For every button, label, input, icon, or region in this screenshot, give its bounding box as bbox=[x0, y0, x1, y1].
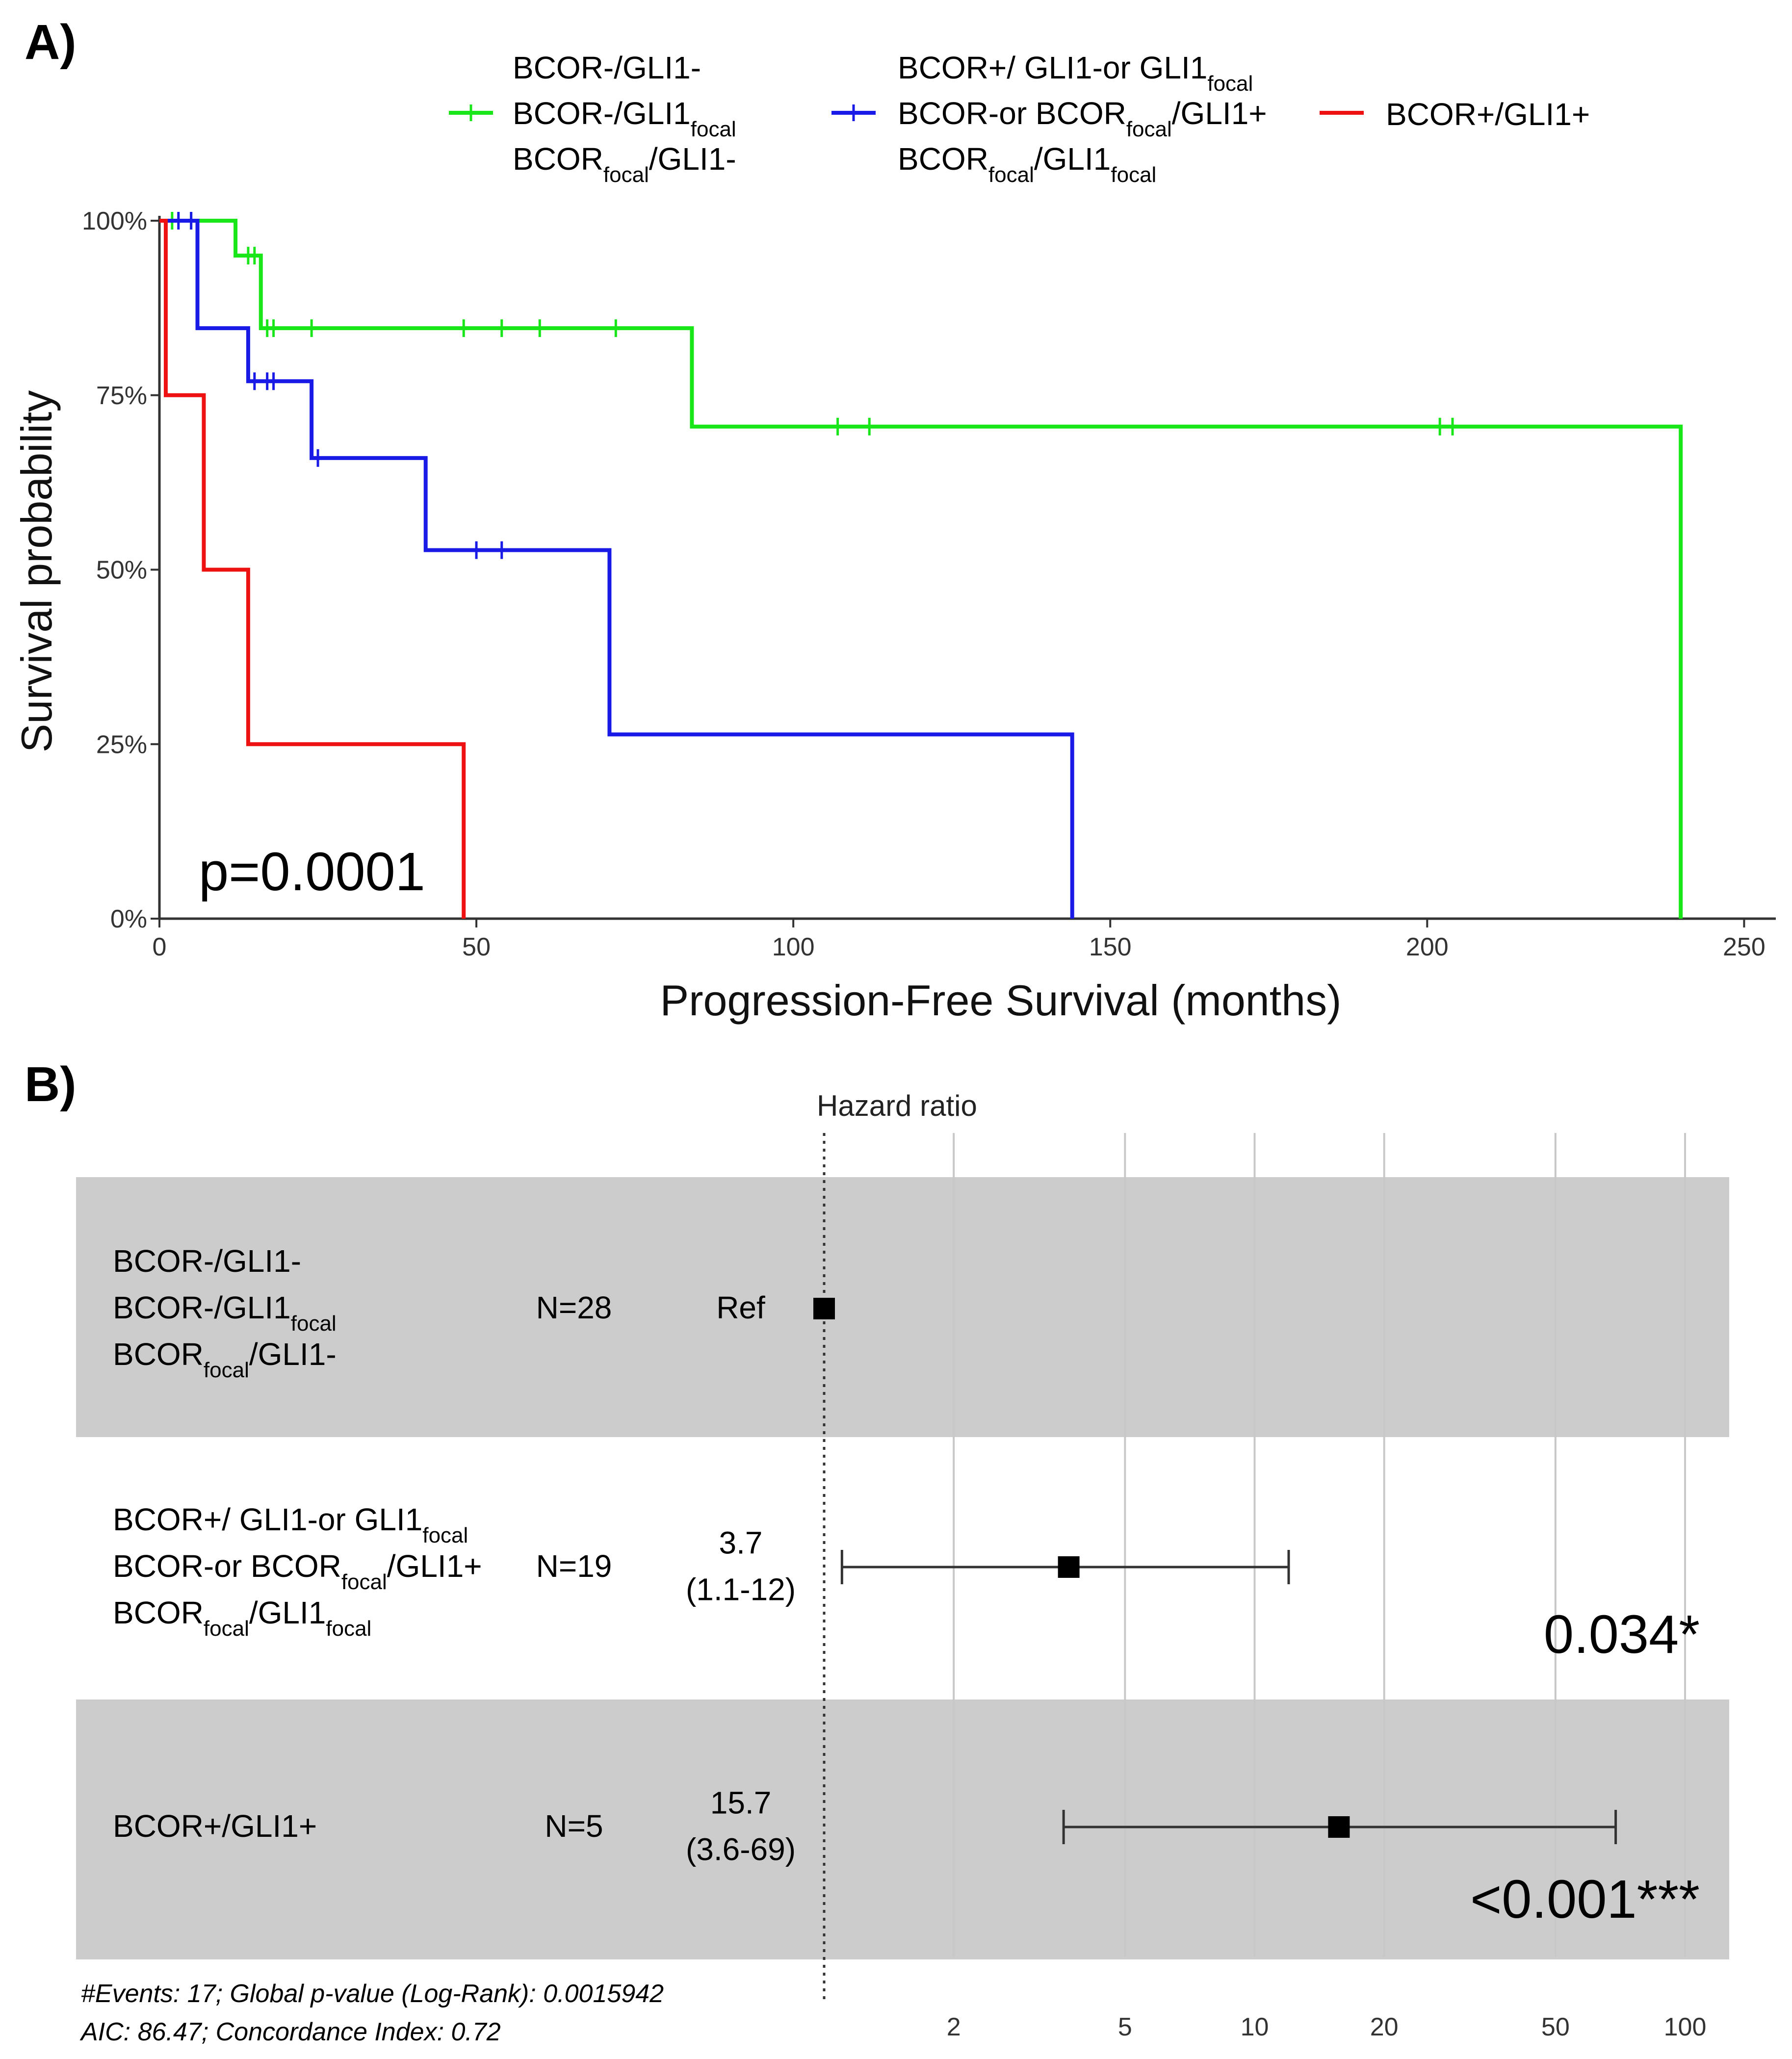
forest-row-estimate: (1.1-12) bbox=[686, 1572, 796, 1607]
forest-footnote-line: #Events: 17; Global p-value (Log-Rank): … bbox=[81, 1980, 664, 2008]
forest-row-1: BCOR-/GLI1- BCOR-/GLI1focalBCORfocal/GLI1… bbox=[113, 1243, 835, 1382]
km-x-tick-label: 100 bbox=[772, 933, 815, 961]
forest-row-3: BCOR+/GLI1+ N=5 15.7 (3.6-69) <0.001*** bbox=[113, 1785, 1700, 1930]
forest-row-pvalue: 0.034* bbox=[1544, 1604, 1700, 1665]
km-x-tick-label: 200 bbox=[1406, 933, 1449, 961]
km-curve-1 bbox=[159, 219, 1683, 919]
forest-row-label-line: BCOR+/ GLI1-or GLI1focal bbox=[113, 1502, 468, 1547]
legend-entry-3-line-1: BCOR+/GLI1+ bbox=[1386, 97, 1590, 132]
forest-row-estimate: 3.7 bbox=[719, 1525, 763, 1561]
legend-entry-2-line-3: BCORfocal/GLI1focal bbox=[898, 141, 1156, 187]
legend-entry-2-line-2: BCOR-or BCORfocal/GLI1+ bbox=[898, 96, 1267, 141]
forest-x-tick-label: 50 bbox=[1541, 2013, 1570, 2041]
km-y-tick-label: 100% bbox=[82, 207, 147, 235]
km-legend: BCOR-/GLI1-BCOR-/GLI1focalBCORfocal/GLI1… bbox=[449, 50, 1590, 187]
hazard-ratio-title: Hazard ratio bbox=[817, 1089, 977, 1122]
km-curve-2 bbox=[159, 219, 1074, 919]
forest-row-label-line: BCOR-or BCORfocal/GLI1+ bbox=[113, 1548, 482, 1594]
forest-row-label-line: BCORfocal/GLI1- bbox=[113, 1337, 337, 1382]
km-y-tick-label: 0% bbox=[110, 905, 147, 933]
forest-row-estimate: (3.6-69) bbox=[686, 1832, 796, 1867]
forest-x-tick-label: 5 bbox=[1118, 2013, 1132, 2041]
forest-footnote: #Events: 17; Global p-value (Log-Rank): … bbox=[79, 1980, 664, 2046]
legend-entry-1-line-1: BCOR-/GLI1- bbox=[513, 50, 701, 85]
forest-gridlines bbox=[823, 1133, 1686, 2001]
forest-point-estimate bbox=[813, 1298, 835, 1319]
km-y-tick-label: 75% bbox=[96, 382, 147, 410]
forest-x-tick-label: 2 bbox=[947, 2013, 961, 2041]
km-x-axis-title: Progression-Free Survival (months) bbox=[660, 976, 1342, 1025]
km-axes: 0 50 100 150 200 250 0% 25% 50% 75% 100% bbox=[82, 207, 1776, 961]
forest-row-pvalue: <0.001*** bbox=[1470, 1869, 1700, 1930]
km-curve-3 bbox=[159, 219, 466, 919]
forest-row-n: N=5 bbox=[545, 1808, 603, 1844]
km-pvalue-annotation: p=0.0001 bbox=[199, 842, 425, 902]
panel-b-label: B) bbox=[25, 1057, 77, 1112]
forest-row-label-line: BCORfocal/GLI1focal bbox=[113, 1595, 371, 1641]
km-y-tick-label: 25% bbox=[96, 730, 147, 759]
forest-x-tick-label: 10 bbox=[1241, 2013, 1269, 2041]
forest-row-label-line: BCOR+/GLI1+ bbox=[113, 1808, 317, 1844]
forest-row-band bbox=[76, 1699, 1729, 1959]
legend-entry-2-line-1: BCOR+/ GLI1-or GLI1focal bbox=[898, 50, 1253, 96]
km-x-tick-label: 250 bbox=[1723, 933, 1766, 961]
forest-row-n: N=28 bbox=[536, 1290, 612, 1325]
km-panel: BCOR-/GLI1-BCOR-/GLI1focalBCORfocal/GLI1… bbox=[12, 50, 1776, 1025]
legend-entry-1-line-2: BCOR-/GLI1focal bbox=[513, 96, 736, 141]
forest-row-estimate: 15.7 bbox=[710, 1785, 772, 1821]
panel-a-label: A) bbox=[25, 15, 77, 70]
km-y-axis-title: Survival probability bbox=[12, 390, 61, 753]
km-x-tick-label: 50 bbox=[462, 933, 491, 961]
km-x-tick-label: 0 bbox=[153, 933, 167, 961]
forest-rows: BCOR-/GLI1-BCOR-/GLI1focalBCORfocal/GLI1… bbox=[113, 1243, 1700, 1930]
forest-row-estimate: Ref bbox=[716, 1290, 765, 1325]
forest-panel: Hazard ratio BCOR-/GLI1-BCOR-/GLI1focalB… bbox=[76, 1089, 1729, 2046]
km-y-tick-label: 50% bbox=[96, 556, 147, 585]
forest-row-label-line: BCOR-/GLI1focal bbox=[113, 1290, 337, 1336]
legend-entry-1-line-3: BCORfocal/GLI1- bbox=[513, 141, 736, 187]
forest-footnote-line: AIC: 86.47; Concordance Index: 0.72 bbox=[79, 2018, 501, 2046]
forest-point-estimate bbox=[1058, 1556, 1080, 1578]
legend-swatch-1 bbox=[449, 104, 493, 121]
km-x-tick-label: 150 bbox=[1089, 933, 1132, 961]
forest-row-n: N=19 bbox=[536, 1548, 612, 1584]
forest-point-estimate bbox=[1328, 1816, 1350, 1838]
legend-swatch-2 bbox=[831, 104, 876, 121]
forest-row-band bbox=[76, 1177, 1729, 1437]
forest-x-tick-label: 20 bbox=[1370, 2013, 1399, 2041]
km-curves bbox=[159, 212, 1683, 919]
forest-row-label-line: BCOR-/GLI1- bbox=[113, 1243, 301, 1279]
forest-x-tick-label: 100 bbox=[1664, 2013, 1707, 2041]
forest-row-bands bbox=[76, 1177, 1729, 1959]
forest-x-ticks: 2 5 10 20 50 100 bbox=[947, 2013, 1707, 2041]
